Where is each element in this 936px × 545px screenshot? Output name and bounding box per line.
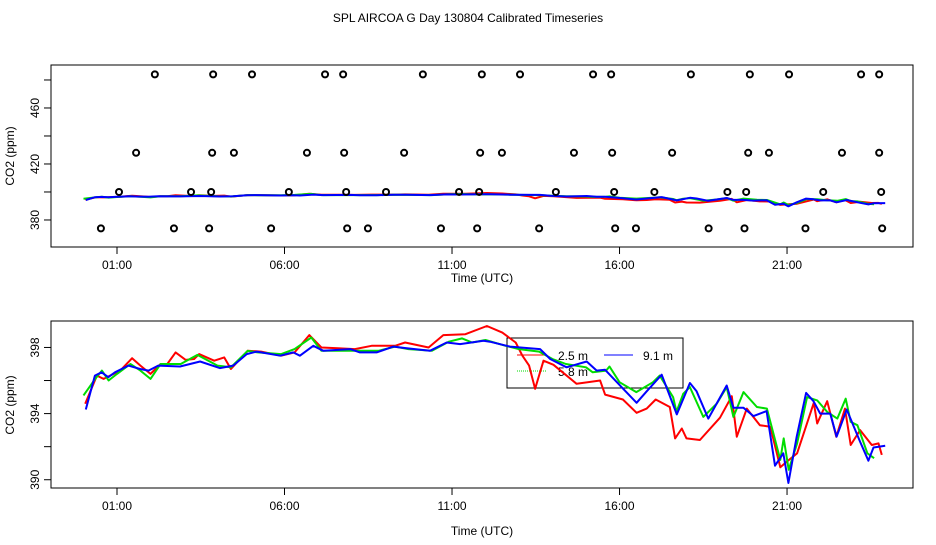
x-tick-label: 01:00 — [102, 499, 132, 513]
x-tick-label: 16:00 — [605, 499, 635, 513]
flag-point — [764, 148, 773, 157]
flag-point — [418, 70, 427, 79]
flag-point — [436, 224, 445, 233]
flag-point — [205, 224, 214, 233]
x-tick-label: 11:00 — [437, 258, 466, 272]
flag-point — [608, 148, 617, 157]
top-plot-frame — [50, 64, 914, 248]
flag-point — [169, 224, 178, 233]
flag-point — [686, 70, 695, 79]
y-tick-label: 420 — [28, 154, 42, 174]
bottom-panel: 01:00 06:00 11:00 16:00 21:00 390 394 398 2.5 m… — [3, 320, 914, 538]
x-tick-label: 21:00 — [772, 499, 802, 513]
flag-point — [569, 148, 578, 157]
y-tick-label: 390 — [28, 469, 42, 489]
flag-point — [801, 224, 810, 233]
flag-point — [400, 148, 409, 157]
flag-point — [476, 148, 485, 157]
flag-point — [745, 70, 754, 79]
legend-label-9-1m: 9.1 m — [643, 349, 673, 363]
flag-point — [650, 187, 659, 196]
legend-label-2-5m: 2.5 m — [558, 349, 588, 363]
flag-point — [363, 224, 372, 233]
series-line-9-1-m — [85, 193, 886, 208]
flag-point — [342, 187, 351, 196]
flag-point — [535, 224, 544, 233]
flag-point — [611, 224, 620, 233]
bottom-y-axis-label: CO2 (ppm) — [3, 375, 17, 434]
x-tick-label: 11:00 — [437, 499, 466, 513]
flag-point — [477, 70, 486, 79]
top-panel: 01:00 06:00 11:00 16:00 21:00 380 420 460 Time … — [3, 64, 914, 285]
flag-point — [516, 70, 525, 79]
series-line-9-1-m — [84, 339, 886, 484]
flag-point — [96, 224, 105, 233]
flag-point — [497, 148, 506, 157]
flag-point — [877, 187, 886, 196]
flag-point — [267, 224, 276, 233]
flag-point — [382, 187, 391, 196]
x-tick-label: 01:00 — [102, 258, 132, 272]
flag-point — [321, 70, 330, 79]
flag-point — [455, 187, 464, 196]
flag-point — [284, 187, 293, 196]
flag-point — [339, 70, 348, 79]
y-tick-label: 398 — [28, 337, 42, 357]
flag-point — [343, 224, 352, 233]
flag-point — [207, 187, 216, 196]
flag-point — [150, 70, 159, 79]
flag-point — [340, 148, 349, 157]
flag-point — [589, 70, 598, 79]
bottom-x-axis-label: Time (UTC) — [451, 524, 513, 538]
y-tick-label: 460 — [28, 98, 42, 118]
flag-point — [187, 187, 196, 196]
flag-point — [744, 148, 753, 157]
flag-point — [209, 70, 218, 79]
series-line-5-8-m — [82, 336, 875, 471]
flag-point — [229, 148, 238, 157]
flag-point — [668, 148, 677, 157]
chart-title: SPL AIRCOA G Day 130804 Calibrated Times… — [333, 11, 603, 25]
flag-point — [785, 70, 794, 79]
flag-point — [475, 187, 484, 196]
flag-point — [878, 224, 887, 233]
y-tick-label: 380 — [28, 210, 42, 230]
bottom-plot-frame — [50, 320, 914, 489]
flag-point — [875, 148, 884, 157]
flag-point — [208, 148, 217, 157]
flag-point — [742, 187, 751, 196]
flag-point — [740, 224, 749, 233]
flag-point — [723, 187, 732, 196]
top-y-axis-label: CO2 (ppm) — [3, 126, 17, 185]
flag-point — [837, 148, 846, 157]
flag-point — [551, 187, 560, 196]
flag-point — [704, 224, 713, 233]
x-tick-label: 16:00 — [605, 258, 635, 272]
flag-point — [302, 148, 311, 157]
flag-point — [115, 187, 124, 196]
flag-point — [132, 148, 141, 157]
flag-point — [631, 224, 640, 233]
top-x-axis-label: Time (UTC) — [451, 271, 513, 285]
series-line-2-5-m — [84, 325, 883, 469]
flag-point — [610, 187, 619, 196]
x-tick-label: 06:00 — [269, 258, 299, 272]
y-tick-label: 394 — [28, 403, 42, 423]
flag-point — [473, 224, 482, 233]
legend: 2.5 m 9.1 m 5.8 m — [506, 337, 684, 389]
flag-point — [607, 70, 616, 79]
x-tick-label: 06:00 — [269, 499, 299, 513]
flag-point — [857, 70, 866, 79]
flag-point — [819, 187, 828, 196]
legend-box — [506, 337, 684, 389]
flag-point — [248, 70, 257, 79]
flag-point — [875, 70, 884, 79]
x-tick-label: 21:00 — [772, 258, 802, 272]
